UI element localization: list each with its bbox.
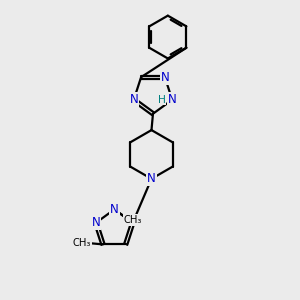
Text: CH₃: CH₃ bbox=[124, 215, 142, 225]
Text: N: N bbox=[160, 71, 169, 84]
Text: N: N bbox=[92, 216, 100, 229]
Text: N: N bbox=[129, 93, 138, 106]
Text: H: H bbox=[158, 95, 166, 105]
Text: N: N bbox=[147, 172, 156, 185]
Text: N: N bbox=[110, 203, 119, 216]
Text: N: N bbox=[168, 93, 177, 106]
Text: CH₃: CH₃ bbox=[73, 238, 92, 248]
